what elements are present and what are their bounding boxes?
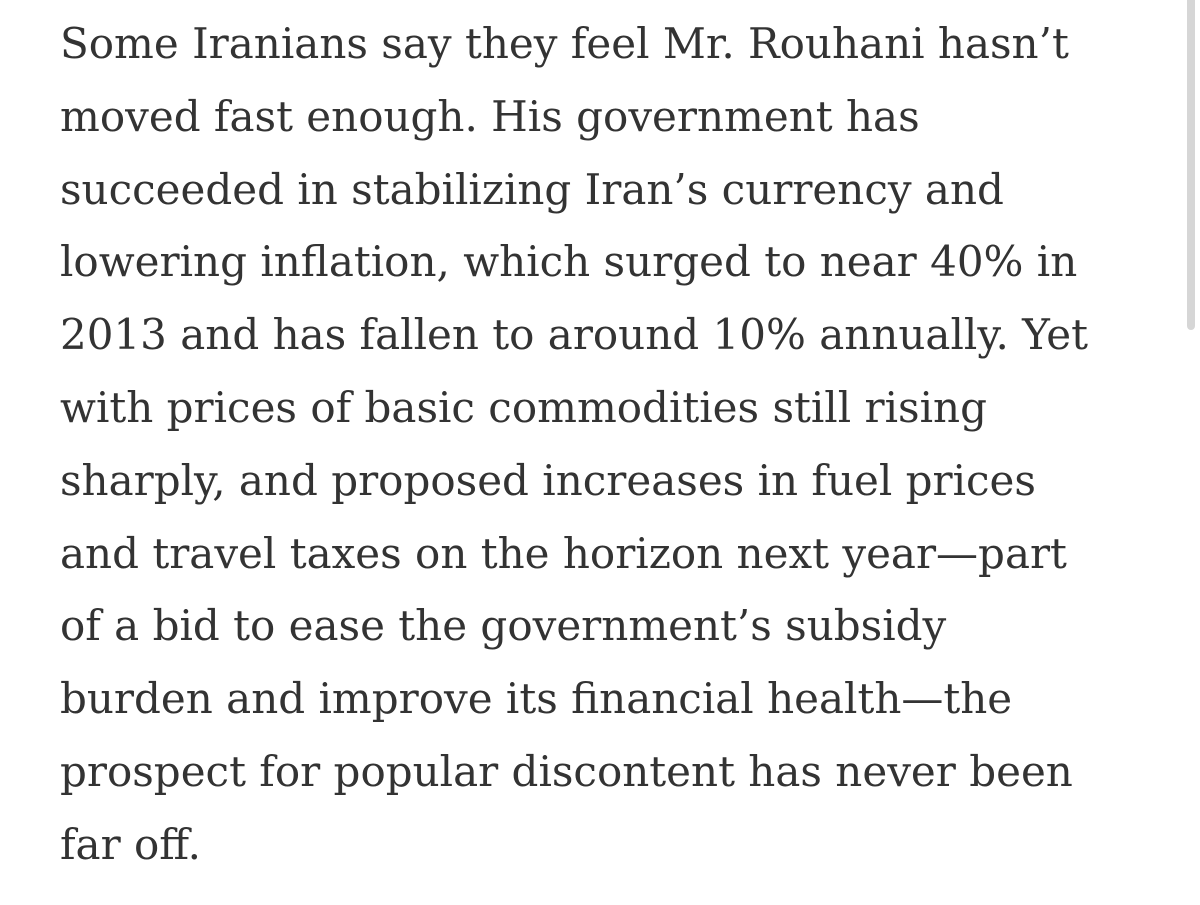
article-body: Some Iranians say they feel Mr. Rouhani … <box>60 8 1180 882</box>
text-line: 2013 and has fallen to around 10% annual… <box>60 310 1088 360</box>
text-line: succeeded in stabilizing Iran’s currency… <box>60 164 1004 214</box>
text-line: of a bid to ease the government’s subsid… <box>60 601 947 651</box>
text-line: moved fast enough. His government has <box>60 91 920 141</box>
text-line: and travel taxes on the horizon next yea… <box>60 528 1067 578</box>
text-line: lowering inflation, which surged to near… <box>60 237 1078 287</box>
scrollbar[interactable] <box>1187 0 1195 330</box>
text-line: burden and improve its financial health—… <box>60 674 1013 724</box>
text-line: far off. <box>60 819 201 869</box>
text-line: prospect for popular discontent has neve… <box>60 746 1073 796</box>
text-line: Some Iranians say they feel Mr. Rouhani … <box>60 19 1069 68</box>
text-line: with prices of basic commodities still r… <box>60 382 987 432</box>
text-line: sharply, and proposed increases in fuel … <box>60 455 1036 505</box>
